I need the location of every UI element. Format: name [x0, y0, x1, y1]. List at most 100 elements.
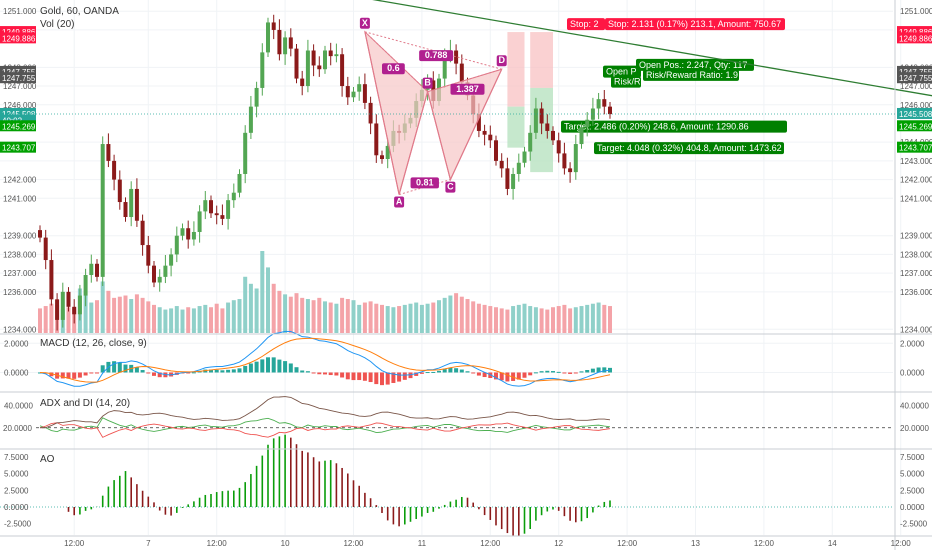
- macd-histogram-bar: [562, 372, 567, 374]
- volume-bar: [385, 306, 390, 333]
- position-tools[interactable]: Stop: 2 Stop: 2.131 (0.17%) 213.1, Amount…: [507, 18, 787, 173]
- candle-body: [459, 63, 464, 83]
- volume-bar: [214, 303, 219, 333]
- left-price-tag: 1245.269: [2, 122, 36, 131]
- macd-left-tick-label: 0.0000: [4, 368, 29, 377]
- volume-bar: [123, 295, 128, 333]
- volume-bar: [511, 306, 516, 333]
- symbol-title[interactable]: Gold, 60, OANDA: [40, 6, 119, 17]
- left-price-tag: 1243.707: [2, 144, 36, 153]
- macd-histogram-bar: [271, 357, 276, 373]
- macd-histogram-bar: [209, 369, 213, 373]
- open-label-1: Open P: [606, 67, 637, 77]
- left-price-tag-box: [0, 107, 36, 119]
- volume-bar: [237, 299, 242, 333]
- macd-histogram-bar: [294, 367, 299, 373]
- macd-histogram-bar: [317, 372, 322, 375]
- macd-histogram-bar: [191, 372, 196, 374]
- macd-histogram-bar: [323, 372, 327, 375]
- volume-bar: [602, 304, 607, 333]
- candle-body: [174, 235, 179, 255]
- volume-bar: [100, 281, 105, 333]
- time-tick-label: 12:00: [754, 539, 775, 548]
- left-price-tag-box: [0, 26, 36, 38]
- macd-histogram-bar: [300, 370, 305, 373]
- volume-bar: [340, 297, 345, 333]
- macd-histogram-bar: [140, 370, 145, 373]
- pattern-ratio-box: [410, 177, 439, 189]
- candle-body: [146, 245, 151, 266]
- candle-body: [351, 91, 356, 98]
- candle-body: [43, 237, 48, 261]
- trendline[interactable]: [137, 0, 932, 99]
- macd-histogram-bar: [305, 371, 310, 373]
- time-axis: 12:00 7 12:00 10 12:00 11 12:00 12 12:00 13 12:00 1…: [64, 539, 911, 548]
- macd-histogram-bar: [123, 364, 128, 373]
- legends: Gold, 60, OANDA Vol (20) MACD (12, 26, c…: [40, 6, 147, 465]
- macd-histogram-bar: [545, 370, 550, 373]
- candle-body: [562, 153, 567, 169]
- candle-body: [60, 291, 65, 320]
- left-price-tag: 1247.755: [2, 74, 36, 83]
- adx-left-tag: 20.0000: [3, 424, 32, 433]
- macd-histogram-bar: [134, 367, 139, 373]
- ao-tick-label: 7.5000: [900, 453, 925, 462]
- macd-histogram-bar: [482, 372, 487, 378]
- rr-label-1: Risk/R: [614, 77, 641, 87]
- harmonic-pattern[interactable]: X A B C D 0.6 0.788 1.387 0.81: [359, 17, 507, 208]
- time-tick-label: 12: [554, 539, 563, 548]
- macd-histogram-bar: [283, 361, 288, 373]
- macd-histogram-bar: [288, 363, 293, 373]
- stop-label-2-box: [605, 18, 785, 31]
- plus-di-line: [39, 417, 611, 434]
- volume-bar: [539, 308, 544, 333]
- candle-body: [499, 160, 504, 169]
- candle-body: [106, 144, 111, 161]
- candle-body: [243, 132, 248, 174]
- pattern-point-label: X: [362, 18, 368, 28]
- volume-bar: [437, 300, 441, 333]
- candle-body: [442, 56, 447, 79]
- minus-di-line: [39, 422, 611, 438]
- volume-bar: [454, 293, 459, 333]
- volume-bar: [129, 299, 134, 333]
- volume-bar: [106, 290, 111, 333]
- target-label-2-box: [594, 142, 784, 155]
- candle-body: [505, 168, 510, 189]
- candle-body: [197, 211, 202, 232]
- candle-body: [288, 37, 293, 49]
- macd-histogram-bar: [602, 367, 607, 373]
- target-label-1: Target: 2.486 (0.20%) 248.6, Amount: 129…: [564, 122, 749, 132]
- macd-histogram-bar: [340, 372, 345, 378]
- price-left-tick-label: 1251.000: [3, 7, 37, 16]
- candle-body: [585, 119, 590, 128]
- macd-histogram-bar: [516, 372, 521, 380]
- candle-body: [568, 168, 573, 173]
- macd-histogram-bar: [368, 372, 373, 383]
- pattern-legs: [364, 31, 503, 195]
- price-tick-label: 1236.000: [900, 288, 932, 297]
- pattern-ratio-label: 1.387: [456, 84, 479, 94]
- volume-bar: [351, 300, 356, 333]
- macd-line: [39, 330, 611, 387]
- candle-body: [49, 260, 54, 300]
- volume-label: Vol (20): [40, 19, 74, 30]
- volume-bar: [368, 301, 373, 333]
- candle-body: [482, 130, 487, 135]
- candle-body: [152, 265, 156, 283]
- macd-left-tick-label: 2.0000: [4, 339, 29, 348]
- price-left-tick-label: 1242.000: [3, 176, 37, 185]
- candle-body: [602, 99, 607, 107]
- macd-histogram-bar: [391, 372, 396, 383]
- macd-histogram-bar: [77, 372, 82, 378]
- macd-histogram-bar: [328, 372, 333, 376]
- volume-bar: [573, 307, 578, 333]
- volume-bar: [425, 303, 430, 333]
- macd-histogram-bar: [533, 372, 538, 374]
- candle-body: [380, 155, 384, 160]
- volume-bar: [288, 296, 293, 333]
- macd-histogram-bar: [351, 372, 356, 381]
- candle-body: [163, 265, 168, 277]
- candle-body: [311, 50, 316, 66]
